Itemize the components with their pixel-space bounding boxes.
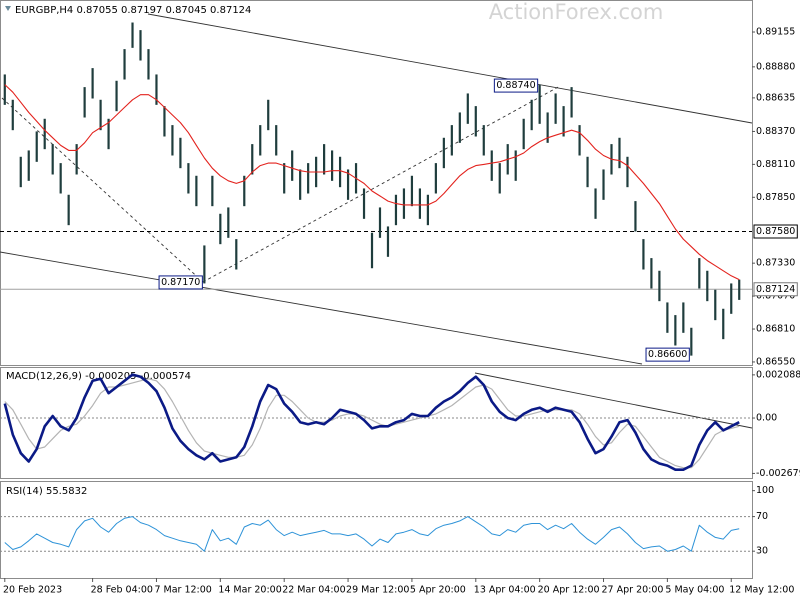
y-tick-label: 0.88110 xyxy=(756,159,795,170)
x-tick-label: 5 Apr 20:00 xyxy=(410,585,466,596)
x-tick-label: 14 Mar 20:00 xyxy=(218,585,281,596)
annotation-label-box xyxy=(645,347,690,362)
annotation-label: 0.86600 xyxy=(648,349,687,360)
y-tick-label: 0.88635 xyxy=(756,92,795,103)
channel-upper xyxy=(147,13,753,124)
y-tick-label: 0.86550 xyxy=(756,356,795,367)
x-tick-label: 13 Apr 04:00 xyxy=(474,585,536,596)
x-tick-label: 28 Feb 04:00 xyxy=(91,585,153,596)
x-tick-label: 12 May 12:00 xyxy=(729,585,794,596)
level-label-box xyxy=(753,282,798,297)
y-tick-label: 0.002088 xyxy=(756,369,800,380)
price-header: EURGBP,H4 0.87055 0.87197 0.87045 0.8712… xyxy=(15,5,251,16)
y-tick-label: 0.00 xyxy=(756,413,777,424)
x-tick-label: 22 Mar 04:00 xyxy=(282,585,345,596)
y-tick-label: 70 xyxy=(756,511,768,522)
y-tick-label: 0.88880 xyxy=(756,61,795,72)
level-label-box xyxy=(753,224,798,239)
trendlines xyxy=(0,13,753,429)
y-tick-label: 0.88370 xyxy=(756,126,795,137)
y-tick-label: 0.87330 xyxy=(756,258,795,269)
macd-line xyxy=(3,373,740,472)
annotation-label-box xyxy=(493,78,539,93)
rsi-line xyxy=(4,516,740,552)
y-tick-label: 0.87850 xyxy=(756,192,795,203)
level-label: 0.87580 xyxy=(756,226,795,237)
price-panel xyxy=(0,0,753,366)
annotation-label: 0.88740 xyxy=(496,80,535,91)
annotation-label: 0.87170 xyxy=(161,277,200,288)
macd-trendline xyxy=(474,372,753,429)
y-tick-label: 0.89155 xyxy=(756,27,795,38)
x-tick-label: 29 Mar 12:00 xyxy=(346,585,409,596)
watermark: ActionForex.com xyxy=(489,0,664,24)
rsi-panel xyxy=(0,481,753,579)
x-tick-label: 20 Apr 12:00 xyxy=(538,585,600,596)
y-tick-label: 0.86810 xyxy=(756,324,795,335)
level-label: 0.87124 xyxy=(756,284,795,295)
x-tick-label: 27 Apr 20:00 xyxy=(602,585,664,596)
annotation-label-box xyxy=(158,275,203,290)
x-tick-label: 5 May 04:00 xyxy=(665,585,724,596)
x-tick-label: 20 Feb 2023 xyxy=(3,585,62,596)
y-tick-label: 100 xyxy=(756,485,774,496)
x-tick-label: 7 Mar 12:00 xyxy=(154,585,211,596)
channel-lower xyxy=(0,251,643,365)
macd-header: MACD(12,26,9) -0.000205 -0.000574 xyxy=(6,371,191,382)
y-tick-label: -0.002679 xyxy=(756,468,800,479)
moving-average xyxy=(4,84,740,281)
dashed-trend xyxy=(202,85,561,283)
rsi-header: RSI(14) 55.5832 xyxy=(6,486,87,497)
symbol-icon xyxy=(5,6,11,11)
y-tick-label: 30 xyxy=(756,546,768,557)
macd-panel xyxy=(0,367,753,479)
signal-line xyxy=(4,378,740,469)
